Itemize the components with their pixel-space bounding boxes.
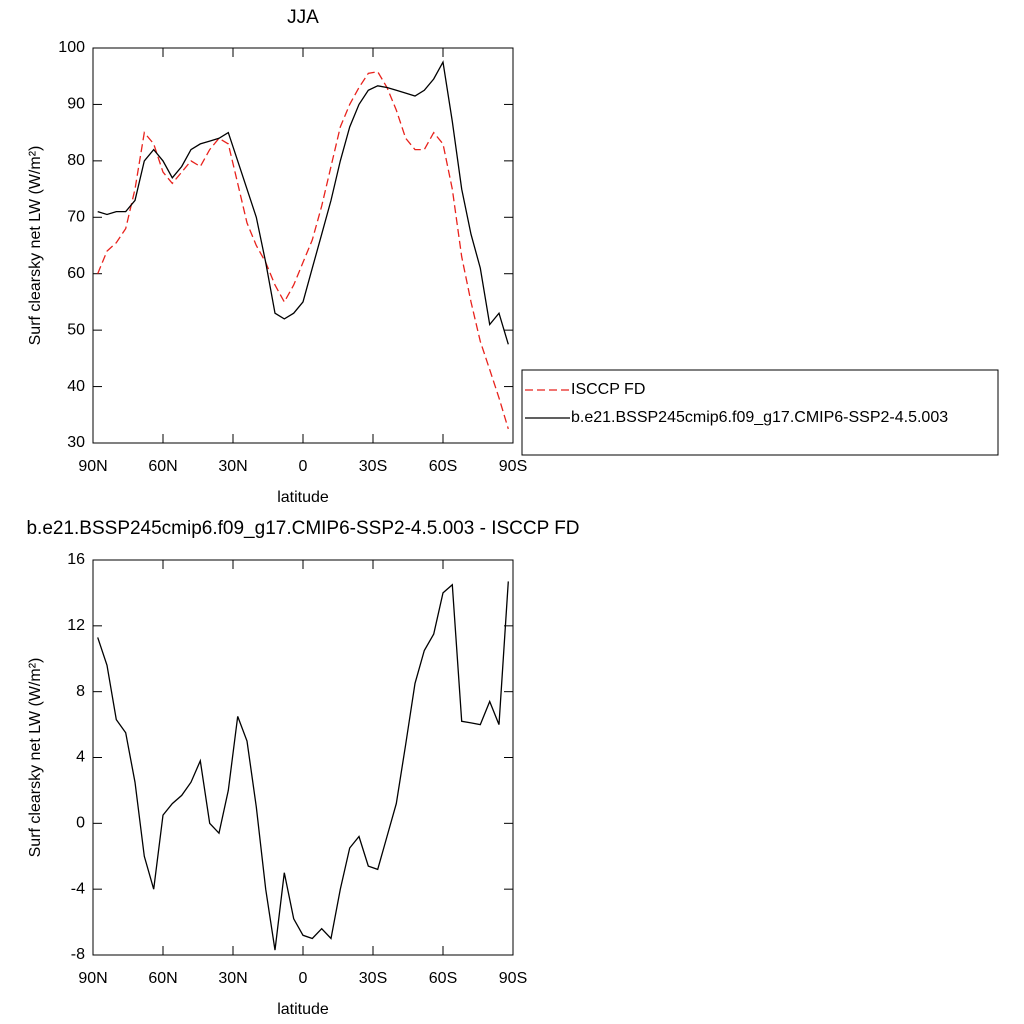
x-tick-label: 90N (78, 970, 107, 987)
x-tick-label: 30S (359, 458, 387, 475)
y-tick-label: 40 (67, 378, 85, 395)
x-axis-label: latitude (277, 1001, 329, 1018)
data-line (97, 60, 509, 345)
legend-box (521, 369, 999, 456)
x-tick-label: 0 (299, 970, 308, 987)
y-tick-label: 50 (67, 321, 85, 338)
data-line (97, 70, 509, 430)
x-axis-label: latitude (277, 489, 329, 506)
x-tick-label: 90S (499, 458, 527, 475)
legend-label: ISCCP FD (571, 381, 645, 398)
y-tick-label: 16 (67, 551, 85, 568)
plot-frame (92, 559, 514, 956)
x-tick-label: 60N (148, 458, 177, 475)
chart-title: JJA (287, 7, 319, 28)
x-tick-label: 30S (359, 970, 387, 987)
y-tick-label: 60 (67, 265, 85, 282)
x-tick-label: 0 (299, 458, 308, 475)
y-tick-label: 4 (76, 749, 85, 766)
legend-label: b.e21.BSSP245cmip6.f09_g17.CMIP6-SSP2-4.… (571, 409, 948, 426)
data-line (97, 581, 509, 951)
x-tick-label: 30N (218, 970, 247, 987)
y-tick-label: 8 (76, 683, 85, 700)
x-tick-label: 90S (499, 970, 527, 987)
y-tick-label: 0 (76, 815, 85, 832)
y-tick-label: 70 (67, 209, 85, 226)
y-tick-label: 100 (58, 39, 85, 56)
x-tick-label: 60S (429, 970, 457, 987)
y-tick-label: -8 (71, 946, 85, 963)
x-tick-label: 90N (78, 458, 107, 475)
y-axis-label: Surf clearsky net LW (W/m²) (27, 146, 44, 346)
y-tick-label: 80 (67, 152, 85, 169)
chart-title: b.e21.BSSP245cmip6.f09_g17.CMIP6-SSP2-4.… (26, 518, 579, 539)
x-tick-label: 60N (148, 970, 177, 987)
y-tick-label: -4 (71, 880, 85, 897)
y-tick-label: 12 (67, 617, 85, 634)
x-tick-label: 30N (218, 458, 247, 475)
y-tick-label: 90 (67, 96, 85, 113)
y-axis-label: Surf clearsky net LW (W/m²) (27, 658, 44, 858)
x-tick-label: 60S (429, 458, 457, 475)
y-tick-label: 30 (67, 434, 85, 451)
